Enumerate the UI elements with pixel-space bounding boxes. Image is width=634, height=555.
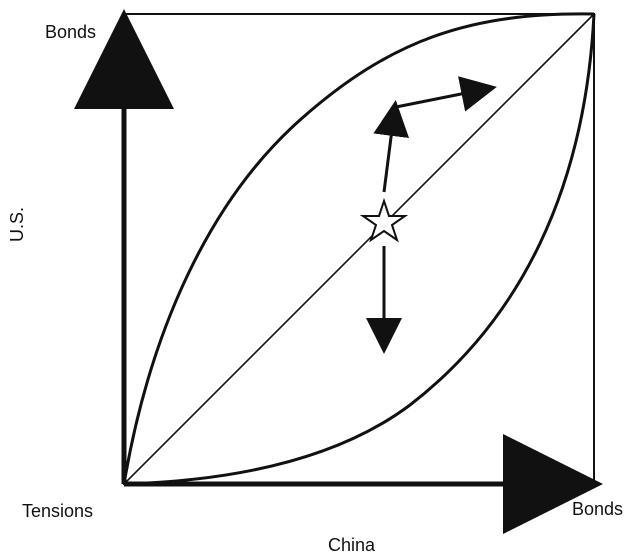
y-axis-top-label: Bonds [45,22,97,42]
x-axis-label: China [328,535,376,555]
rightward-arrow [395,76,497,112]
origin-label: Tensions [22,501,94,521]
diagonal-line [123,13,595,485]
equilibrium-star-icon [359,197,409,243]
lower-curve [123,13,596,486]
upper-curve [122,12,595,485]
y-axis-label: U.S. [7,206,27,242]
upward-arrow [373,100,410,193]
x-axis-right-label: Bonds [572,499,624,519]
